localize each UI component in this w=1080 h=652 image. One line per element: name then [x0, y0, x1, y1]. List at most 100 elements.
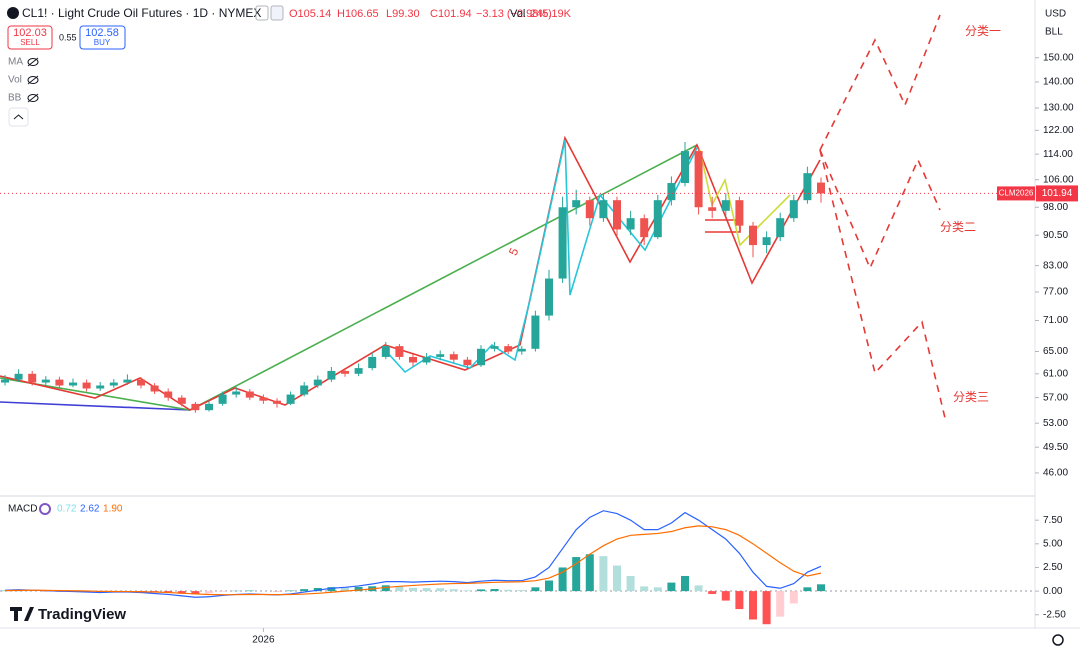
candle-body: [436, 354, 445, 357]
indicator[interactable]: MA: [8, 57, 23, 68]
sell-price: 102.03: [13, 27, 47, 39]
histogram-bar: [381, 585, 390, 592]
sell-button[interactable]: [7, 25, 53, 50]
histogram-bar: [613, 565, 621, 592]
volume-value: 245.19K: [530, 8, 572, 20]
candle-body: [55, 379, 64, 386]
icon[interactable]: [255, 5, 269, 21]
candle-body: [626, 218, 635, 230]
candle-body: [313, 379, 322, 386]
candle-body: [585, 200, 594, 219]
y-tick-label: 83.00: [1043, 260, 1068, 271]
candle-body: [1, 379, 9, 383]
candle-body: [218, 394, 227, 404]
candle-body: [531, 315, 540, 349]
unit[interactable]: BLL: [1045, 27, 1063, 38]
candle-body: [191, 403, 200, 411]
histogram-bar: [681, 575, 689, 592]
candle-body: [232, 391, 241, 395]
candle-body: [300, 385, 309, 395]
candle-body: [205, 403, 213, 411]
price-tag-label: 101.94: [1042, 188, 1073, 199]
candle-body: [694, 151, 703, 208]
histogram-bar: [599, 556, 608, 592]
candle-body: [422, 356, 431, 363]
candle-body: [517, 348, 526, 352]
histogram-bar: [749, 591, 757, 620]
annotation: 分类三: [953, 390, 989, 404]
candle-body: [789, 200, 798, 219]
buy-button[interactable]: [79, 25, 126, 50]
histogram-bar: [667, 582, 676, 592]
histogram-bar: [817, 584, 825, 592]
y-tick-label: 0.00: [1043, 586, 1063, 597]
y-tick-label: 122.00: [1043, 125, 1074, 136]
y-tick-label: 77.00: [1043, 287, 1068, 298]
logo[interactable]: TradingView: [38, 606, 126, 623]
candle-body: [327, 370, 336, 380]
candle-body: [286, 394, 295, 404]
candle-body: [82, 382, 91, 389]
histogram-bar: [218, 591, 227, 592]
buy-label: BUY: [94, 38, 111, 47]
settings-icon[interactable]: [39, 503, 51, 515]
candle-body: [150, 385, 159, 392]
candle-body: [613, 200, 621, 230]
ohlc: O105.14: [289, 8, 331, 20]
candle-body: [273, 400, 281, 404]
candle-body: [681, 151, 689, 184]
histogram-bar: [313, 587, 322, 592]
candle-body: [735, 200, 744, 226]
histogram-bar: [558, 567, 567, 592]
y-tick-label: -2.50: [1043, 609, 1066, 620]
y-tick-label: 5.00: [1043, 538, 1063, 549]
histogram-bar: [762, 591, 771, 625]
candle-body: [109, 382, 118, 386]
indicator[interactable]: BB: [8, 93, 22, 104]
candle-body: [463, 359, 472, 366]
collapse-button[interactable]: [8, 107, 29, 127]
y-tick-label: 46.00: [1043, 468, 1068, 479]
histogram-bar: [341, 587, 349, 592]
histogram-bar: [504, 589, 513, 592]
price-tag: [1036, 185, 1078, 202]
logo-mark: [10, 607, 34, 621]
indicator[interactable]: Vol: [8, 75, 22, 86]
candle-body: [137, 379, 145, 386]
histogram-bar: [177, 591, 186, 594]
trend-line: [0, 401, 191, 411]
macd-legend: 2.62: [80, 504, 100, 515]
ohlc: L99.30: [386, 8, 420, 20]
candle-body: [721, 200, 730, 211]
candle-body: [354, 368, 363, 374]
settings-gear[interactable]: [1052, 634, 1064, 646]
histogram-bar: [395, 586, 404, 592]
chevron: [13, 114, 24, 120]
histogram-bar: [490, 589, 499, 592]
histogram-bar: [572, 557, 581, 592]
candle-body: [69, 382, 77, 386]
candle-body: [776, 218, 785, 238]
wave-line: [699, 149, 791, 247]
icon[interactable]: [270, 5, 284, 21]
candle-body: [545, 278, 553, 316]
symbol-title[interactable]: CL1! · Light Crude Oil Futures · 1D · NY…: [22, 6, 261, 20]
candle-body: [477, 348, 485, 366]
candle-body: [803, 173, 812, 201]
y-tick-label: 49.50: [1043, 442, 1068, 453]
eye-icons[interactable]: [27, 57, 39, 103]
candle-body: [123, 379, 132, 383]
candle-body: [572, 200, 581, 208]
candle-body: [245, 391, 254, 398]
histogram-bar: [626, 575, 635, 592]
candle-body: [368, 356, 377, 369]
y-tick-label: 7.50: [1043, 515, 1063, 526]
macd-line: [4, 525, 822, 596]
histogram-bar: [463, 590, 472, 592]
currency[interactable]: USD: [1045, 9, 1066, 20]
candle-body: [558, 207, 567, 279]
y-tick-label: 106.00: [1043, 174, 1074, 185]
candle-body: [259, 397, 268, 401]
symbol-tag: [997, 186, 1035, 201]
